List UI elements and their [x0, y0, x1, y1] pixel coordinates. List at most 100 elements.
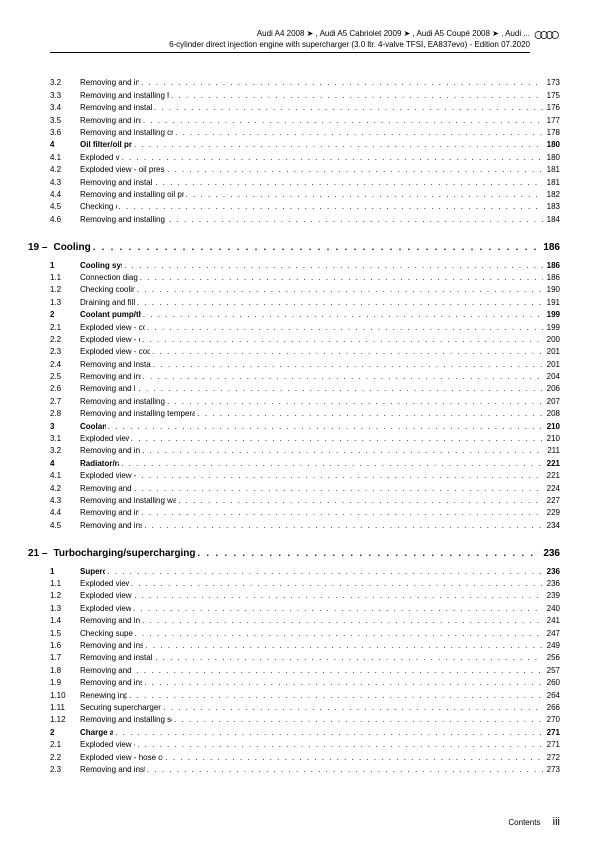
toc-row: 4.1Exploded view - oil filter . . . . . …	[50, 152, 560, 164]
toc-page: 186	[543, 272, 560, 284]
toc-row: 3.4Removing and installing pressure cont…	[50, 102, 560, 114]
toc-row: 1.3Exploded view - rotor assembly . . . …	[50, 603, 560, 615]
toc-title: Removing and installing oil drain valve	[80, 115, 141, 127]
toc-number: 4.1	[50, 152, 80, 164]
toc-title: Removing and installing crankcase breath…	[80, 127, 173, 139]
toc-title: Removing and installing pressure control…	[80, 102, 152, 114]
toc-page: 234	[543, 520, 560, 532]
toc-row: 1.2Checking cooling system for leaks . .…	[50, 284, 560, 296]
table-of-contents: 3.2Removing and installing oil separator…	[50, 77, 560, 776]
toc-page: 190	[543, 284, 560, 296]
toc-page: 260	[543, 677, 560, 689]
toc-title: Removing and installing coolant pipes	[80, 445, 140, 457]
toc-row: 3Coolant pipes . . . . . . . . . . . . .…	[50, 421, 560, 433]
toc-number: 1.9	[50, 677, 80, 689]
leader-dots: . . . . . . . . . . . . . . . . . . . . …	[129, 433, 543, 445]
toc-title: Removing and installing oil pressure swi…	[80, 177, 153, 189]
toc-number: 1	[50, 260, 80, 272]
toc-page: 211	[543, 445, 560, 457]
toc-number: 3	[50, 421, 80, 433]
toc-page: 208	[543, 408, 560, 420]
toc-page: 175	[543, 90, 560, 102]
toc-row: 4.3Removing and installing water radiato…	[50, 495, 560, 507]
leader-dots: . . . . . . . . . . . . . . . . . . . . …	[176, 495, 542, 507]
leader-dots: . . . . . . . . . . . . . . . . . . . . …	[165, 396, 543, 408]
toc-row: 3.6Removing and installing crankcase bre…	[50, 127, 560, 139]
toc-title: Removing and installing supercharger	[80, 615, 140, 627]
page-container: Audi A4 2008 ➤ , Audi A5 Cabriolet 2009 …	[0, 0, 600, 796]
toc-title: Exploded view - charge air system	[80, 739, 135, 751]
toc-number: 1.12	[50, 714, 80, 726]
toc-page: 201	[543, 359, 560, 371]
chapter-page: 186	[539, 240, 560, 256]
toc-row: 4Oil filter/oil pressure switches . . . …	[50, 139, 560, 151]
toc-page: 180	[543, 139, 560, 151]
toc-number: 1.10	[50, 690, 80, 702]
toc-row: 2Charge air system . . . . . . . . . . .…	[50, 727, 560, 739]
toc-number: 1.2	[50, 284, 80, 296]
toc-number: 2.5	[50, 371, 80, 383]
toc-row: 1.4Removing and installing supercharger …	[50, 615, 560, 627]
toc-row: 4.5Removing and installing radiator fan …	[50, 520, 560, 532]
toc-row: 4.1Exploded view - radiator/radiator fan…	[50, 470, 560, 482]
leader-dots: . . . . . . . . . . . . . . . . . . . . …	[169, 90, 543, 102]
leader-dots: . . . . . . . . . . . . . . . . . . . . …	[106, 421, 543, 433]
toc-title: Exploded view - radiator/radiator fans	[80, 470, 139, 482]
leader-dots: . . . . . . . . . . . . . . . . . . . . …	[161, 702, 542, 714]
leader-dots: . . . . . . . . . . . . . . . . . . . . …	[117, 201, 543, 213]
toc-row: 4Radiator/radiator fans . . . . . . . . …	[50, 458, 560, 470]
toc-number: 2.6	[50, 383, 80, 395]
leader-dots: . . . . . . . . . . . . . . . . . . . . …	[135, 297, 543, 309]
toc-title: Removing and installing drive unit	[80, 665, 134, 677]
toc-page: 236	[543, 566, 560, 578]
toc-row: 1Cooling system/coolant . . . . . . . . …	[50, 260, 560, 272]
toc-page: 273	[543, 764, 560, 776]
toc-title: Removing and installing thermostat	[80, 383, 136, 395]
toc-page: 184	[543, 214, 560, 226]
toc-row: 2.1Exploded view - charge air system . .…	[50, 739, 560, 751]
chapter-page: 236	[539, 546, 560, 562]
toc-row: 2.1Exploded view - coolant pump/thermost…	[50, 322, 560, 334]
chapter-number: 19 –	[28, 240, 53, 256]
page-footer: Contents iii	[508, 816, 560, 828]
toc-title: Removing and installing radiator fan V7	[80, 520, 142, 532]
toc-page: 271	[543, 727, 560, 739]
toc-number: 2.8	[50, 408, 80, 420]
leader-dots: . . . . . . . . . . . . . . . . . . . . …	[196, 547, 540, 561]
toc-number: 3.5	[50, 115, 80, 127]
toc-title: Exploded view - oil filter	[80, 152, 120, 164]
toc-title: Exploded view - magnetic clutch	[80, 590, 132, 602]
leader-dots: . . . . . . . . . . . . . . . . . . . . …	[142, 520, 542, 532]
leader-dots: . . . . . . . . . . . . . . . . . . . . …	[113, 727, 542, 739]
toc-page: 204	[543, 371, 560, 383]
toc-row: 2.7Removing and installing coolant tempe…	[50, 396, 560, 408]
toc-number: 2.4	[50, 359, 80, 371]
leader-dots: . . . . . . . . . . . . . . . . . . . . …	[133, 628, 543, 640]
toc-number: 1.3	[50, 603, 80, 615]
leader-dots: . . . . . . . . . . . . . . . . . . . . …	[129, 578, 543, 590]
page-header: Audi A4 2008 ➤ , Audi A5 Cabriolet 2009 …	[50, 28, 560, 53]
leader-dots: . . . . . . . . . . . . . . . . . . . . …	[127, 690, 543, 702]
toc-number: 4.6	[50, 214, 80, 226]
toc-page: 173	[543, 77, 560, 89]
toc-page: 229	[543, 507, 560, 519]
leader-dots: . . . . . . . . . . . . . . . . . . . . …	[145, 764, 543, 776]
toc-number: 4	[50, 458, 80, 470]
toc-title: Cooling system/coolant	[80, 260, 122, 272]
toc-number: 1.7	[50, 652, 80, 664]
toc-number: 1.2	[50, 590, 80, 602]
toc-page: 206	[543, 383, 560, 395]
toc-number: 4	[50, 139, 80, 151]
toc-title: Removing and installing oil pressure swi…	[80, 189, 184, 201]
toc-title: Exploded view - hose connections for cha…	[80, 752, 163, 764]
chapter-title: Cooling	[53, 240, 90, 256]
toc-title: Securing supercharger to engine and gear…	[80, 702, 161, 714]
toc-row: 4.5Checking oil pressure . . . . . . . .…	[50, 201, 560, 213]
toc-row: 4.3Removing and installing oil pressure …	[50, 177, 560, 189]
leader-dots: . . . . . . . . . . . . . . . . . . . . …	[140, 445, 543, 457]
toc-page: 199	[543, 322, 560, 334]
toc-title: Exploded view - coolant pipes	[80, 433, 129, 445]
toc-title: Checking supercharger for leaks	[80, 628, 133, 640]
leader-dots: . . . . . . . . . . . . . . . . . . . . …	[140, 615, 542, 627]
toc-number: 4.2	[50, 164, 80, 176]
